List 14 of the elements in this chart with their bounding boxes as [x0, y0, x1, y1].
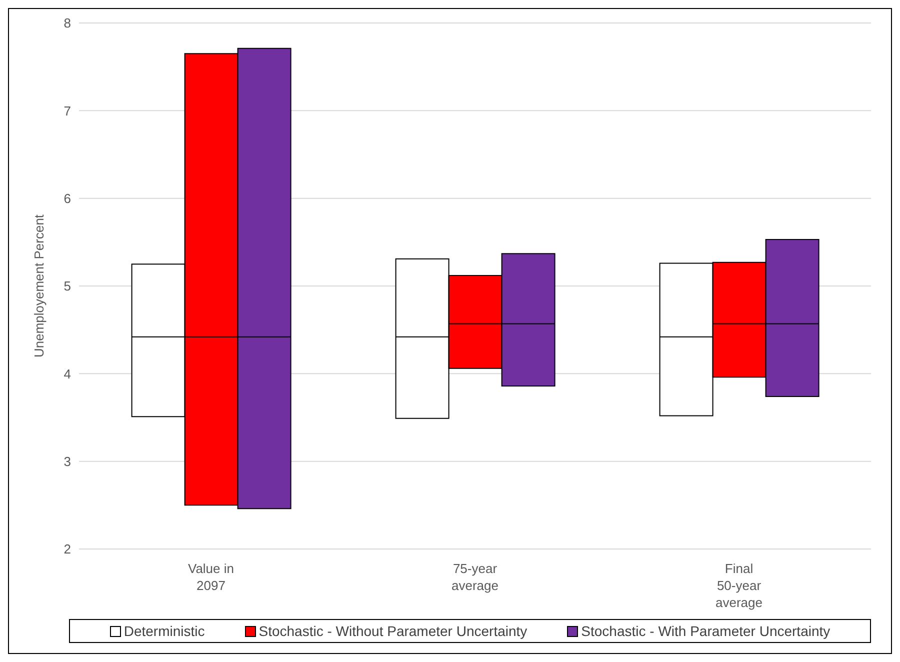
y-tick-label: 2 [64, 542, 71, 557]
legend-label: Stochastic - Without Parameter Uncertainty [258, 623, 528, 639]
y-tick-label: 6 [64, 190, 71, 206]
x-tick-label: Value in 2097 [188, 561, 234, 593]
y-tick-label: 8 [64, 16, 71, 31]
x-tick-label: Final 50-year average [716, 561, 762, 610]
y-tick-label: 3 [64, 454, 71, 469]
y-tick-label: 7 [64, 103, 71, 118]
y-axis-title: Unemployement Percent [32, 214, 47, 358]
legend-label: Stochastic - With Parameter Uncertainty [580, 623, 830, 639]
y-tick-label: 5 [64, 278, 71, 294]
legend-label: Deterministic [122, 623, 205, 639]
x-tick-label: 75-year average [452, 561, 498, 593]
y-tick-label: 4 [64, 366, 71, 382]
